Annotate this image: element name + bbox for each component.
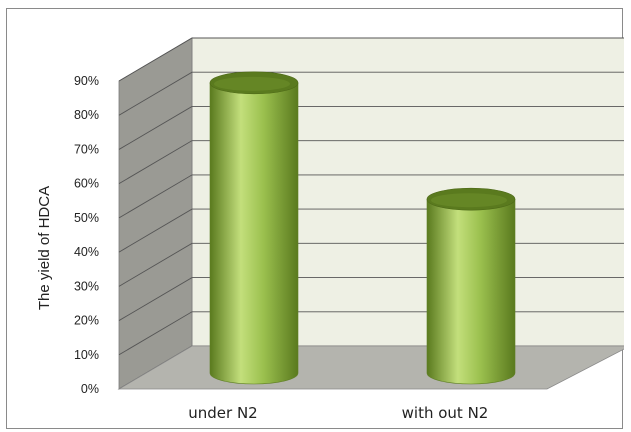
gridline [118, 37, 624, 82]
y-tick-label: 40% [74, 245, 99, 259]
x-category-label: under N2 [188, 404, 257, 422]
y-tick-label: 30% [74, 279, 99, 293]
bar-0 [209, 71, 299, 385]
gridline [118, 105, 624, 150]
chart-plot: 0% 10% 20% 30% 40% 50% 60% 70% 80% 90% under N2 wi… [36, 37, 624, 422]
y-tick-label: 60% [74, 177, 99, 191]
gridline [118, 174, 624, 219]
gridline [118, 71, 624, 116]
bar-body [426, 198, 516, 385]
bar-top-shade [431, 193, 507, 208]
chart-frame: 0% 10% 20% 30% 40% 50% 60% 70% 80% 90% under N2 wi… [6, 8, 624, 429]
bar-1 [426, 187, 516, 385]
y-axis-title: The yield of HDCA [36, 186, 53, 310]
y-tick-label: 0% [81, 382, 99, 396]
side-wall [118, 37, 193, 390]
chart-floor [117, 345, 624, 390]
y-tick-label: 20% [74, 314, 99, 328]
x-category-label: with out N2 [402, 404, 489, 422]
bar-body [209, 82, 299, 385]
y-tick-label: 80% [74, 108, 99, 122]
y-tick-label: 50% [74, 211, 99, 225]
y-tick-label: 10% [74, 348, 99, 362]
y-tick-label: 70% [74, 142, 99, 156]
bar-top-shade [214, 76, 290, 91]
gridline [118, 140, 624, 185]
y-tick-label: 90% [74, 74, 99, 88]
